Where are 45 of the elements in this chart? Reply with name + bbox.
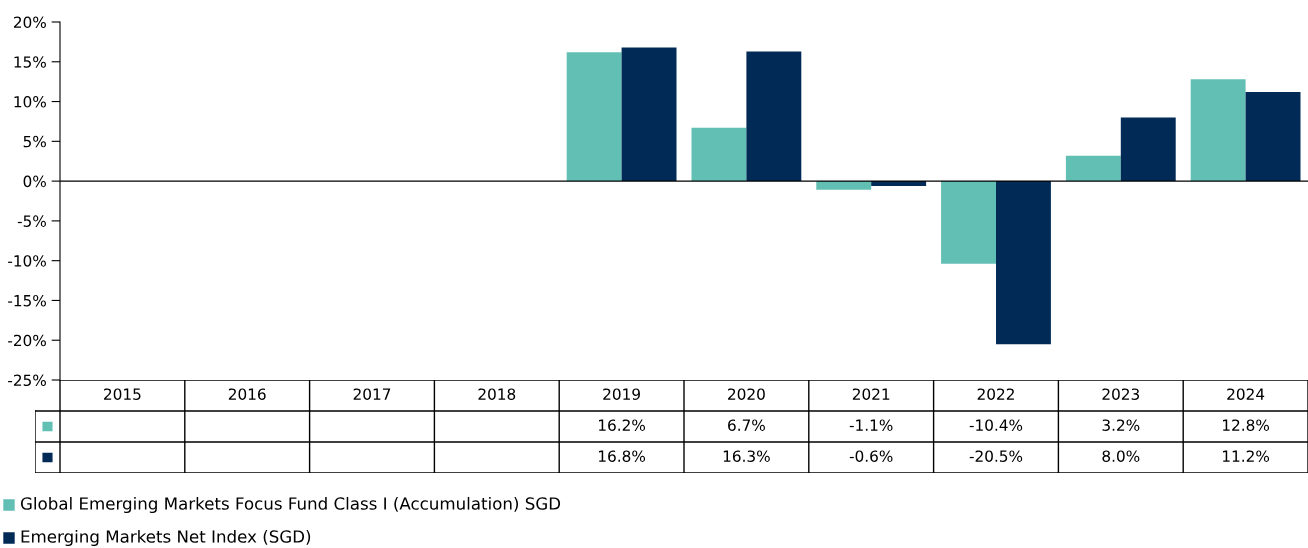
y-tick-label: 15% <box>14 56 46 68</box>
y-tick-label: 20% <box>13 16 46 29</box>
bar <box>566 52 622 182</box>
x-tick-label: 2021 <box>852 388 890 400</box>
x-tick-label: 2024 <box>1227 388 1265 400</box>
bar <box>816 181 872 190</box>
data-label: 16.8% <box>599 450 646 462</box>
bar <box>941 181 996 264</box>
legend-label: Global Emerging Markets Focus Fund Class I (Accumulation) SGD <box>20 496 561 514</box>
bar <box>1065 155 1121 182</box>
y-tick-label: -5% <box>17 215 46 227</box>
legend-label: Emerging Markets Net Index (SGD) <box>21 529 311 547</box>
bar <box>691 127 747 182</box>
x-tick-label: 2023 <box>1102 388 1140 400</box>
x-tick-label: 2015 <box>104 388 141 400</box>
bar <box>621 47 677 182</box>
data-label: 16.2% <box>599 419 646 431</box>
y-tick-label: -20% <box>8 334 46 347</box>
data-label: -10.4% <box>969 419 1023 431</box>
bar <box>1190 79 1246 182</box>
x-tick-label: 2020 <box>728 388 765 400</box>
x-tick-label: 2022 <box>977 388 1014 400</box>
data-label: 11.2% <box>1223 450 1270 462</box>
y-tick-label: -15% <box>8 294 46 307</box>
bar <box>1120 117 1176 182</box>
x-tick-label: 2019 <box>603 388 640 400</box>
y-tick-label: -10% <box>8 255 46 267</box>
data-label: 12.8% <box>1223 419 1270 431</box>
y-tick-label: -25% <box>8 374 46 387</box>
x-tick-label: 2018 <box>478 388 516 400</box>
data-label: 8.0% <box>1102 450 1140 462</box>
x-tick-label: 2016 <box>228 388 266 400</box>
bar <box>996 181 1051 345</box>
data-label: 16.3% <box>723 450 770 462</box>
bar <box>746 51 802 182</box>
data-label: -20.5% <box>969 450 1023 462</box>
x-tick-label: 2017 <box>353 388 391 400</box>
data-label: -1.1% <box>849 419 893 431</box>
data-label: -0.6% <box>849 450 893 462</box>
data-label: 6.7% <box>728 419 765 431</box>
bar <box>1245 92 1301 182</box>
y-tick-label: 0% <box>23 175 46 188</box>
y-tick-label: 10% <box>14 96 46 108</box>
data-label: 3.2% <box>1102 419 1140 431</box>
y-tick-label: 5% <box>23 135 46 148</box>
